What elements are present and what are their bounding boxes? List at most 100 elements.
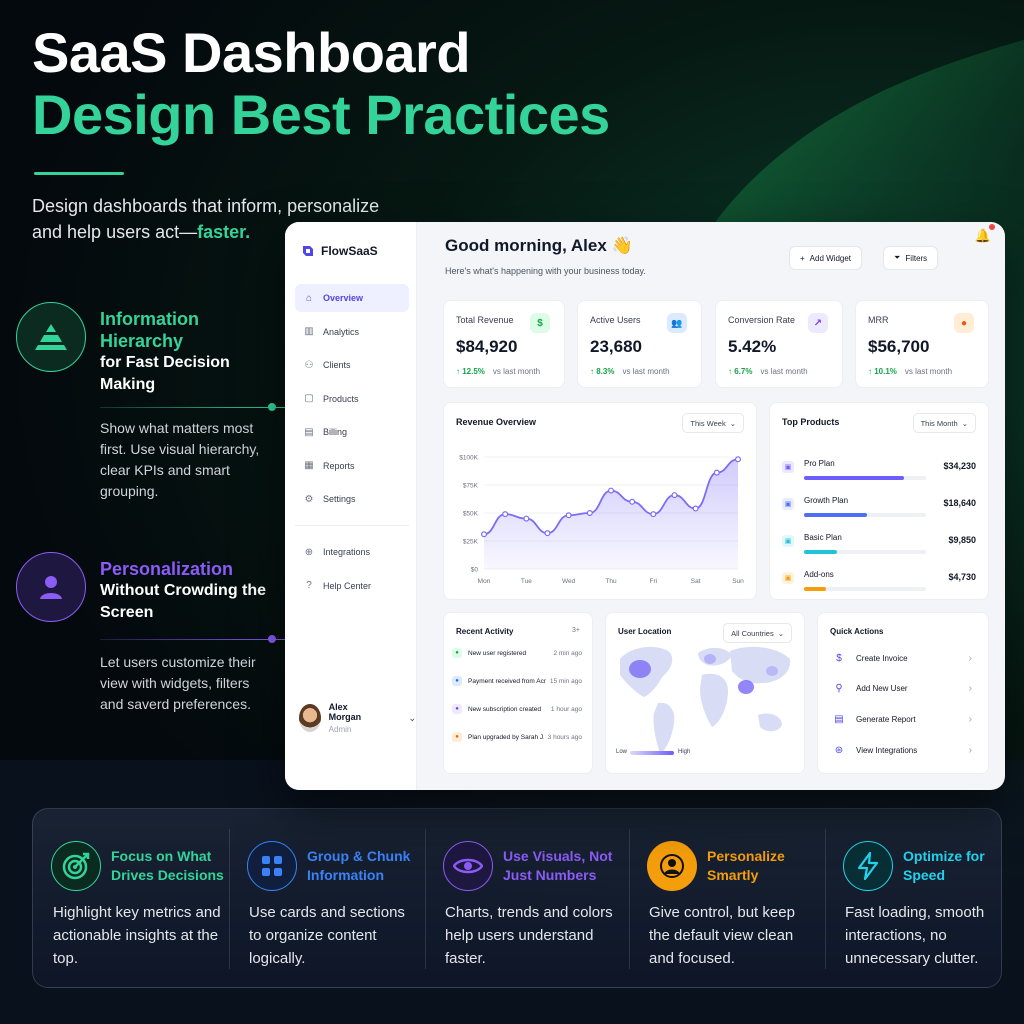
title-line-1: SaaS Dashboard [32,21,471,84]
chevron-right-icon: › [968,713,972,725]
product-row[interactable]: ▣ Add-ons $4,730 [782,570,976,596]
feature-divider-dot [268,403,276,411]
select-value: This Month [920,418,958,428]
top-products-range-select[interactable]: This Month ⌄ [912,413,976,433]
country-filter-select[interactable]: All Countries ⌄ [723,623,792,643]
quick-action-create-invoice[interactable]: $ Create Invoice › [832,647,972,669]
product-value: $18,640 [943,498,976,508]
activity-time: 15 min ago [549,677,582,685]
sidebar-item-label: Products [323,393,359,404]
plan-icon: ▣ [782,535,794,547]
sidebar-item-overview[interactable]: ⌂ Overview [295,284,409,312]
product-name: Pro Plan [804,459,835,468]
lightning-icon [843,841,893,891]
activity-item[interactable]: ● Plan upgraded by Sarah J. 3 hours ago [452,727,582,747]
feature-personalization: Personalization Without Crowding the Scr… [16,552,286,742]
tip-divider [825,829,826,969]
filters-button[interactable]: ⏷ Filters [883,246,939,270]
plus-icon: + [800,253,805,263]
brand-name: FlowSaaS [321,244,378,258]
title-line-2: Design Best Practices [32,83,610,146]
page-title: SaaS Dashboard Design Best Practices [32,22,610,146]
kpi-card-conversion-rate[interactable]: Conversion Rate 5.42% ↑ 6.7% vs last mont… [715,300,843,388]
quick-actions-card: Quick Actions $ Create Invoice › ⚲ Add New … [817,612,989,774]
x-tick-label: Sun [732,578,744,585]
tip-title: Optimize for Speed [903,848,985,883]
feature-divider-dot [268,635,276,643]
y-tick-label: $25K [463,539,479,546]
kpi-label: Conversion Rate [728,315,796,325]
integrations-icon: ⊛ [834,744,844,756]
data-point [608,487,615,494]
product-bar-track [804,476,926,480]
user-profile[interactable]: Alex Morgan Admin ⌄ [299,702,416,734]
sidebar-divider [295,525,409,526]
quick-action-label: View Integrations [856,745,918,755]
quick-action-add-new-user[interactable]: ⚲ Add New User › [832,677,972,699]
tip-divider [629,829,630,969]
activity-item[interactable]: ● Payment received from Acme Inc.15 min a… [452,671,582,691]
sidebar-item-label: Settings [323,494,356,504]
sidebar-item-label: Integrations [323,547,371,557]
sidebar-item-clients[interactable]: ⚇ Clients [295,351,409,379]
recent-activity-more[interactable]: 3+ [572,627,580,634]
sidebar-item-analytics[interactable]: ▥ Analytics [295,318,409,346]
kpi-label: Total Revenue [456,315,514,325]
product-bar-track [804,550,926,554]
sidebar-item-integrations[interactable]: ⊕ Integrations [295,538,409,566]
recent-activity-card: Recent Activity 3+ ● New user registered 2… [443,612,593,774]
revenue-range-select[interactable]: This Week ⌄ [682,413,744,433]
product-value: $4,730 [948,572,976,582]
x-tick-label: Tue [521,578,532,585]
revenue-chart: $0 $25K $50K $75K $100K Mon Tue Wed Thu Fri Sat Sun [459,455,744,586]
kpi-card-total-revenue[interactable]: Total Revenue $84,920 ↑ 12.5% vs last mon… [443,300,565,388]
activity-text: New user registered [468,649,527,657]
sidebar-item-billing[interactable]: ▤ Billing [295,418,409,446]
hero: SaaS Dashboard Design Best Practices Des… [32,22,610,245]
data-point [713,469,720,476]
kpi-card-active-users[interactable]: Active Users 23,680 ↑ 8.3% vs last month … [577,300,702,388]
product-bar-fill [804,513,868,517]
feature-title: Information Hierarchy for Fast Decision … [100,308,280,396]
filters-label: Filters [905,253,928,263]
select-value: This Week [690,418,726,428]
sidebar-nav: ⌂ Overview ▥ Analytics ⚇ Clients ▢ Products … [295,284,409,605]
sidebar-item-settings[interactable]: ⚙ Settings [295,485,409,513]
data-point [523,515,530,522]
tip-title: Group & Chunk Information [307,848,411,883]
product-name: Growth Plan [804,496,849,505]
feature-title: Personalization Without Crowding the Scr… [100,558,280,624]
kpi-change: ↑ 6.7% [728,367,753,376]
quick-action-generate-report[interactable]: ▤ Generate Report › [832,708,972,730]
greeting-subtitle: Here's what's happening with your busine… [445,266,646,276]
kpi-label: MRR [868,315,889,325]
avatar [299,704,321,732]
activity-item[interactable]: ● New user registered 2 min ago [452,643,582,663]
activity-time: 1 hour ago [550,705,582,713]
gear-icon: ⚙ [304,493,314,505]
kpi-card-mrr[interactable]: MRR $56,700 ↑ 10.1% vs last month ● [855,300,989,388]
activity-item[interactable]: ● New subscription created 1 hour ago [452,699,582,719]
sidebar-item-help-center[interactable]: ? Help Center [295,572,409,600]
product-row[interactable]: ▣ Basic Plan $9,850 [782,533,976,559]
dashboard-main: Good morning, Alex 👋 Here's what's happe… [417,222,1005,790]
sidebar-item-reports[interactable]: ▦ Reports [295,452,409,480]
kpi-comparison: vs last month [760,367,808,376]
card-title: Revenue Overview [456,417,537,427]
activity-time: 2 min ago [553,649,582,657]
feature-title-highlight: Personalization [100,559,234,579]
bell-icon[interactable]: 🔔 [974,228,991,243]
chevron-down-icon[interactable]: ⌄ [408,712,416,723]
greeting: Good morning, Alex 👋 [445,236,633,255]
title-underline [34,172,124,175]
receipt-icon: ▤ [304,426,314,438]
product-row[interactable]: ▣ Pro Plan $34,230 [782,459,976,485]
product-row[interactable]: ▣ Growth Plan $18,640 [782,496,976,522]
quick-action-view-integrations[interactable]: ⊛ View Integrations › [832,739,972,761]
brand-logo[interactable]: FlowSaaS [301,244,378,258]
sidebar-item-products[interactable]: ▢ Products [295,385,409,413]
plan-icon: ▣ [782,498,794,510]
add-widget-button[interactable]: + Add Widget [789,246,863,270]
data-point [586,509,593,516]
data-point [629,498,636,505]
